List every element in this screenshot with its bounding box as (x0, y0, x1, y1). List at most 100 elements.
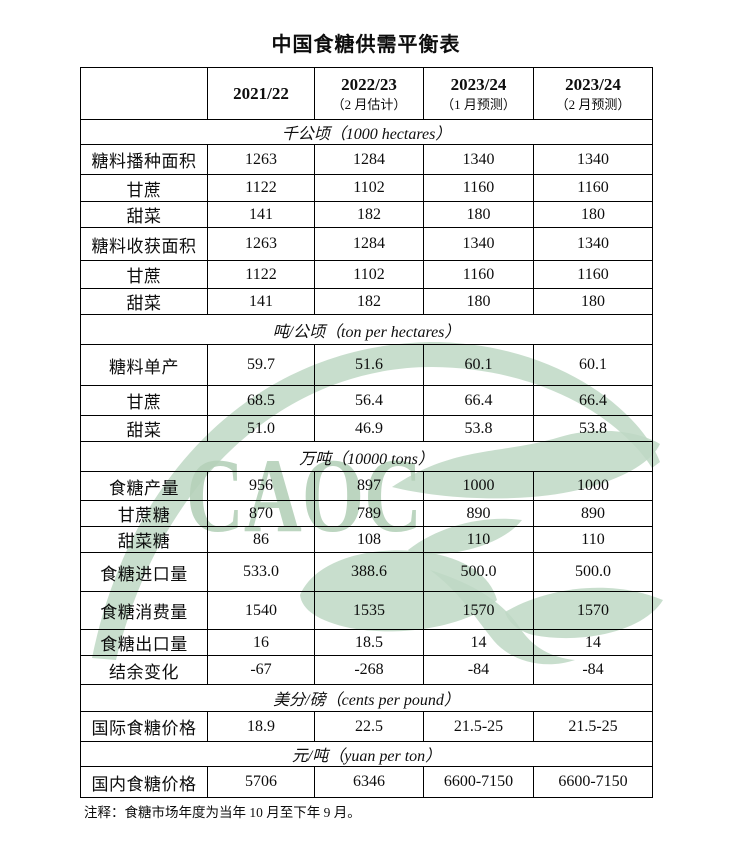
value-cell: 110 (423, 526, 534, 553)
value-cell: 1160 (533, 260, 653, 289)
column-header-note: （2 月预测） (555, 96, 631, 112)
row-label: 糖料收获面积 (80, 227, 208, 261)
row-label: 甜菜糖 (80, 526, 208, 553)
table-body: 千公顷（1000 hectares） 糖料播种面积 1263 1284 1340 1340… (80, 119, 653, 798)
unit-row: 元/吨（yuan per ton） (80, 741, 653, 767)
value-cell: 1263 (207, 227, 315, 261)
value-cell: 21.5-25 (533, 711, 653, 742)
value-cell: 141 (207, 201, 315, 228)
row-label: 国际食糖价格 (80, 711, 208, 742)
row-label: 结余变化 (80, 655, 208, 685)
value-cell: 500.0 (533, 552, 653, 592)
value-cell: 890 (533, 500, 653, 527)
row-label: 食糖出口量 (80, 629, 208, 656)
value-cell: 14 (533, 629, 653, 656)
row-label: 甜菜 (80, 415, 208, 442)
value-cell: 1570 (423, 591, 534, 630)
value-cell: 6346 (314, 766, 424, 798)
value-cell: 182 (314, 288, 424, 315)
unit-row: 美分/磅（cents per pound） (80, 684, 653, 712)
value-cell: 870 (207, 500, 315, 527)
column-header: 2021/22 (207, 67, 315, 120)
unit-label: 吨/公顷（ton per hectares） (80, 314, 653, 345)
data-row: 食糖消费量 1540 1535 1570 1570 (80, 591, 653, 630)
value-cell: 110 (533, 526, 653, 553)
unit-label: 元/吨（yuan per ton） (80, 741, 653, 767)
data-row: 甜菜糖 86 108 110 110 (80, 526, 653, 553)
unit-row: 千公顷（1000 hectares） (80, 119, 653, 145)
value-cell: 6600-7150 (423, 766, 534, 798)
value-cell: 108 (314, 526, 424, 553)
data-row: 糖料收获面积 1263 1284 1340 1340 (80, 227, 653, 261)
corner-cell (80, 67, 208, 120)
value-cell: 956 (207, 471, 315, 501)
value-cell: 1102 (314, 174, 424, 202)
value-cell: 180 (533, 201, 653, 228)
data-row: 甘蔗 1122 1102 1160 1160 (80, 260, 653, 289)
value-cell: 68.5 (207, 385, 315, 416)
unit-label: 万吨（10000 tons） (80, 441, 653, 472)
value-cell: 890 (423, 500, 534, 527)
value-cell: 1340 (423, 144, 534, 175)
value-cell: 21.5-25 (423, 711, 534, 742)
column-header-year: 2022/23 (341, 74, 397, 94)
value-cell: 18.9 (207, 711, 315, 742)
data-row: 食糖出口量 16 18.5 14 14 (80, 629, 653, 656)
footnote: 注释：食糖市场年度为当年 10 月至下年 9 月。 (84, 805, 361, 820)
row-label: 甘蔗 (80, 385, 208, 416)
value-cell: 14 (423, 629, 534, 656)
value-cell: 1263 (207, 144, 315, 175)
value-cell: 53.8 (533, 415, 653, 442)
value-cell: 22.5 (314, 711, 424, 742)
column-header: 2023/24 （2 月预测） (533, 67, 653, 120)
data-row: 甘蔗糖 870 789 890 890 (80, 500, 653, 527)
data-row: 甜菜 141 182 180 180 (80, 288, 653, 315)
value-cell: 1160 (423, 260, 534, 289)
value-cell: 897 (314, 471, 424, 501)
value-cell: 1122 (207, 260, 315, 289)
value-cell: 180 (423, 288, 534, 315)
header-row: 2021/22 2022/23 （2 月估计） 2023/24 （1 月预测） 2023/… (80, 67, 653, 120)
value-cell: 533.0 (207, 552, 315, 592)
value-cell: 1000 (533, 471, 653, 501)
value-cell: 60.1 (423, 344, 534, 386)
value-cell: 16 (207, 629, 315, 656)
value-cell: 1340 (533, 227, 653, 261)
unit-label: 千公顷（1000 hectares） (80, 119, 653, 145)
row-label: 食糖进口量 (80, 552, 208, 592)
column-header-year: 2023/24 (565, 74, 621, 94)
unit-row: 万吨（10000 tons） (80, 441, 653, 472)
data-row: 甘蔗 1122 1102 1160 1160 (80, 174, 653, 202)
value-cell: 1535 (314, 591, 424, 630)
value-cell: 1160 (423, 174, 534, 202)
value-cell: 1540 (207, 591, 315, 630)
value-cell: 46.9 (314, 415, 424, 442)
table-head: 2021/22 2022/23 （2 月估计） 2023/24 （1 月预测） 2023/… (80, 67, 653, 120)
value-cell: 1102 (314, 260, 424, 289)
column-header: 2023/24 （1 月预测） (423, 67, 534, 120)
value-cell: -84 (423, 655, 534, 685)
column-header-note: （2 月估计） (331, 96, 407, 112)
sugar-balance-table: 2021/22 2022/23 （2 月估计） 2023/24 （1 月预测） 2023/… (80, 67, 653, 798)
data-row: 甜菜 141 182 180 180 (80, 201, 653, 228)
data-row: 糖料播种面积 1263 1284 1340 1340 (80, 144, 653, 175)
data-row: 糖料单产 59.7 51.6 60.1 60.1 (80, 344, 653, 386)
row-label: 甘蔗 (80, 260, 208, 289)
row-label: 食糖产量 (80, 471, 208, 501)
value-cell: -67 (207, 655, 315, 685)
data-row: 食糖进口量 533.0 388.6 500.0 500.0 (80, 552, 653, 592)
value-cell: 500.0 (423, 552, 534, 592)
column-header-year: 2021/22 (233, 83, 289, 103)
row-label: 甜菜 (80, 288, 208, 315)
value-cell: 6600-7150 (533, 766, 653, 798)
value-cell: 1284 (314, 227, 424, 261)
column-header-note: （1 月预测） (441, 96, 516, 112)
value-cell: 51.0 (207, 415, 315, 442)
value-cell: 1340 (533, 144, 653, 175)
row-label: 国内食糖价格 (80, 766, 208, 798)
value-cell: 388.6 (314, 552, 424, 592)
value-cell: 1122 (207, 174, 315, 202)
row-label: 糖料播种面积 (80, 144, 208, 175)
data-row: 甘蔗 68.5 56.4 66.4 66.4 (80, 385, 653, 416)
